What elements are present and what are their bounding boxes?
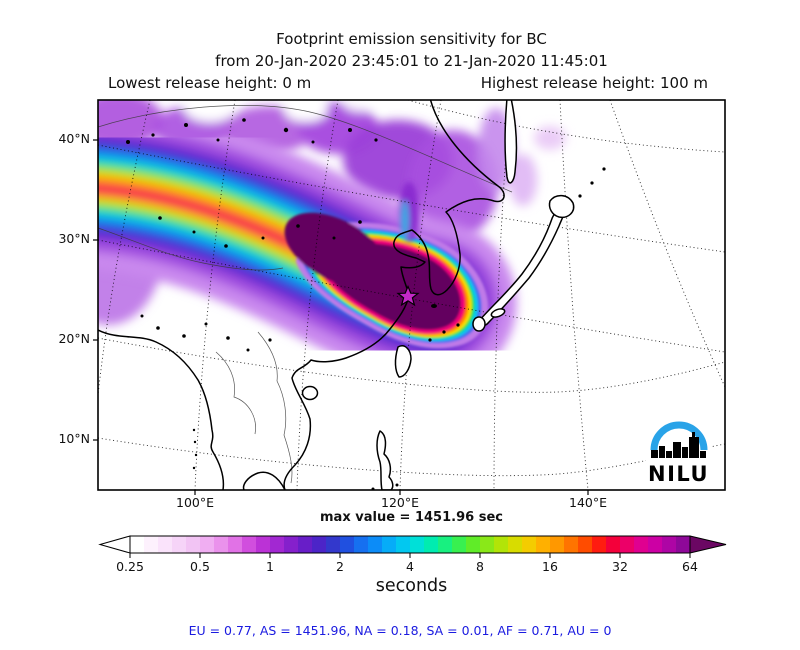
colorbar-ticks <box>129 553 691 558</box>
colorbar-segment <box>466 536 481 553</box>
colorbar-segments <box>130 536 691 553</box>
colorbar-tick-label: 2 <box>336 559 344 574</box>
colorbar-segment <box>648 536 663 553</box>
colorbar-segment <box>354 536 369 553</box>
colorbar-segment <box>578 536 593 553</box>
colorbar-segment <box>592 536 607 553</box>
colorbar-tick-label: 16 <box>542 559 558 574</box>
nilu-logo-text: NILU <box>648 462 709 486</box>
axis-ticks <box>93 139 589 495</box>
region-totals-annotation: EU = 0.77, AS = 1451.96, NA = 0.18, SA =… <box>188 623 612 638</box>
colorbar-segment <box>298 536 313 553</box>
colorbar-segment <box>172 536 187 553</box>
colorbar-tick-label: 0.25 <box>116 559 144 574</box>
colorbar-segment <box>494 536 509 553</box>
colorbar-segment <box>676 536 691 553</box>
footprint-map: NILU <box>93 99 726 495</box>
colorbar-segment <box>130 536 145 553</box>
plume-max-core <box>284 212 482 342</box>
colorbar-segment <box>144 536 159 553</box>
highest-release-height-label: Highest release height: 100 m <box>480 74 708 92</box>
colorbar-tick-label: 8 <box>476 559 484 574</box>
colorbar-segment <box>270 536 285 553</box>
lon-axis-label: 120°E <box>380 495 420 510</box>
colorbar-segment <box>452 536 467 553</box>
colorbar-segment <box>620 536 635 553</box>
colorbar-tick-label: 0.5 <box>190 559 210 574</box>
plume-coastal-streak <box>399 182 419 242</box>
colorbar-segment <box>312 536 327 553</box>
colorbar-tick-label: 4 <box>406 559 414 574</box>
colorbar-segment <box>284 536 299 553</box>
colorbar-segment <box>200 536 215 553</box>
colorbar-tick-label: 1 <box>266 559 274 574</box>
page-title: Footprint emission sensitivity for BC <box>276 30 547 48</box>
colorbar-segment <box>550 536 565 553</box>
colorbar-segment <box>410 536 425 553</box>
colorbar-segment <box>508 536 523 553</box>
country-borders <box>98 105 513 484</box>
colorbar-underflow-arrow <box>98 535 131 554</box>
lon-axis-label: 140°E <box>568 495 608 510</box>
colorbar-segment <box>186 536 201 553</box>
colorbar-unit-label: seconds <box>375 576 448 596</box>
release-location-star-marker <box>396 284 420 307</box>
colorbar-segment <box>662 536 677 553</box>
lon-axis-label: 100°E <box>175 495 215 510</box>
lat-axis-label: 20°N <box>58 331 90 346</box>
colorbar-segment <box>424 536 439 553</box>
colorbar-segment <box>606 536 621 553</box>
colorbar <box>98 535 727 558</box>
colorbar-segment <box>564 536 579 553</box>
nilu-logo-skyline <box>651 432 706 458</box>
max-value-label: max value = 1451.96 sec <box>320 510 503 525</box>
islets-and-lakes <box>126 118 606 490</box>
coastlines <box>98 100 575 490</box>
colorbar-segment <box>326 536 341 553</box>
colorbar-tick-label: 64 <box>682 559 698 574</box>
nilu-logo: NILU <box>646 406 712 486</box>
colorbar-segment <box>214 536 229 553</box>
lat-axis-label: 10°N <box>58 431 90 446</box>
colorbar-segment <box>340 536 355 553</box>
colorbar-segment <box>522 536 537 553</box>
title-release-heights: Lowest release height: 0 m Highest relea… <box>108 74 708 92</box>
colorbar-tick-label: 32 <box>612 559 628 574</box>
colorbar-segment <box>536 536 551 553</box>
colorbar-segment <box>242 536 257 553</box>
colorbar-segment <box>158 536 173 553</box>
colorbar-segment <box>382 536 397 553</box>
lat-axis-label: 30°N <box>58 231 90 246</box>
colorbar-segment <box>396 536 411 553</box>
colorbar-segment <box>256 536 271 553</box>
colorbar-segment <box>228 536 243 553</box>
map-frame <box>97 99 726 491</box>
lowest-release-height-label: Lowest release height: 0 m <box>108 74 312 92</box>
title-timerange: from 20-Jan-2020 23:45:01 to 21-Jan-2020… <box>215 52 608 70</box>
colorbar-segment <box>634 536 649 553</box>
colorbar-segment <box>438 536 453 553</box>
colorbar-overflow-arrow <box>689 535 727 554</box>
lat-axis-label: 40°N <box>58 131 90 146</box>
colorbar-segment <box>480 536 495 553</box>
nilu-logo-arc <box>650 421 708 451</box>
colorbar-segment <box>368 536 383 553</box>
